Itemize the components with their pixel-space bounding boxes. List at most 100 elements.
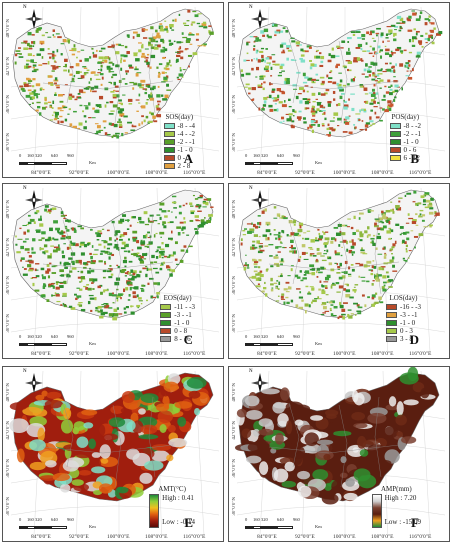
legend-label: -1 - 0 <box>177 146 193 154</box>
raster-cell <box>121 268 127 272</box>
raster-cell <box>392 34 395 37</box>
raster-cell <box>35 83 41 87</box>
raster-cell <box>171 230 173 234</box>
raster-cell <box>144 223 150 226</box>
raster-cell <box>61 94 65 96</box>
raster-cell <box>322 230 324 233</box>
raster-cell <box>311 287 315 291</box>
raster-cell <box>35 394 45 401</box>
raster-cell <box>55 281 59 284</box>
raster-cell <box>163 67 168 70</box>
raster-cell <box>274 103 277 105</box>
raster-cell <box>60 120 64 124</box>
raster-cell <box>355 47 361 49</box>
raster-cell <box>80 278 83 283</box>
raster-cell <box>267 56 272 60</box>
raster-cell <box>314 298 318 300</box>
raster-cell <box>55 33 60 35</box>
raster-cell <box>112 292 114 295</box>
raster-cell <box>104 270 108 272</box>
raster-cell <box>316 108 320 112</box>
raster-cell <box>273 108 279 112</box>
raster-cell <box>382 213 386 217</box>
raster-cell <box>83 105 88 107</box>
raster-cell <box>110 110 115 112</box>
raster-cell <box>31 96 35 100</box>
raster-cell <box>363 68 367 72</box>
raster-cell <box>100 83 103 86</box>
raster-cell <box>108 292 113 297</box>
scale-segment <box>35 526 51 529</box>
raster-cell <box>411 68 414 72</box>
longitude-tick: 116°0'0"E <box>409 534 432 540</box>
raster-cell <box>256 240 260 244</box>
raster-cell <box>162 46 166 49</box>
raster-cell <box>368 74 372 77</box>
raster-cell <box>341 232 346 236</box>
raster-cell <box>137 42 142 44</box>
raster-cell <box>340 47 344 49</box>
raster-cell <box>245 409 263 420</box>
raster-cell <box>284 246 287 249</box>
raster-cell <box>408 250 412 252</box>
raster-cell <box>281 480 297 488</box>
raster-cell <box>106 65 111 69</box>
raster-cell <box>94 110 98 113</box>
raster-cell <box>321 124 325 127</box>
raster-cell <box>49 119 54 121</box>
raster-cell <box>382 108 385 111</box>
legend-label: -1 - 0 <box>400 319 416 327</box>
legend-swatch <box>160 328 172 334</box>
raster-cell <box>304 432 319 446</box>
raster-cell <box>255 50 258 54</box>
raster-cell <box>312 299 317 303</box>
raster-cell <box>156 214 161 216</box>
raster-cell <box>73 44 76 48</box>
raster-cell <box>417 202 422 205</box>
raster-cell <box>366 265 371 267</box>
raster-cell <box>119 112 125 117</box>
scale-segment <box>261 162 277 165</box>
raster-cell <box>186 20 190 22</box>
raster-cell <box>284 461 295 472</box>
raster-cell <box>329 309 332 312</box>
raster-cell <box>33 89 37 92</box>
raster-cell <box>50 284 54 287</box>
raster-cell <box>274 256 279 259</box>
raster-cell <box>103 433 118 441</box>
raster-cell <box>39 475 58 481</box>
raster-cell <box>130 269 134 273</box>
raster-cell <box>268 243 274 246</box>
legend-label: -16 - -3 <box>400 303 421 311</box>
raster-cell <box>109 71 115 73</box>
raster-cell <box>312 255 317 257</box>
raster-cell <box>63 304 67 306</box>
raster-cell <box>333 430 352 437</box>
raster-cell <box>406 70 409 72</box>
raster-cell <box>327 103 331 107</box>
raster-cell <box>124 132 128 134</box>
raster-cell <box>419 209 424 212</box>
raster-cell <box>259 270 263 273</box>
scale-number: 160 <box>27 153 34 158</box>
raster-cell <box>81 91 86 94</box>
raster-cell <box>299 100 303 104</box>
raster-cell <box>312 115 316 117</box>
raster-cell <box>104 305 110 309</box>
raster-cell <box>374 111 377 115</box>
raster-cell <box>259 75 264 78</box>
raster-cell <box>42 276 47 280</box>
raster-cell <box>308 291 311 294</box>
raster-cell <box>328 53 331 57</box>
raster-cell <box>356 310 362 313</box>
raster-cell <box>129 81 134 84</box>
raster-cell <box>326 301 329 303</box>
raster-cell <box>209 216 212 221</box>
raster-cell <box>270 283 274 286</box>
raster-cell <box>346 283 349 287</box>
raster-cell <box>405 75 409 77</box>
raster-cell <box>140 393 159 403</box>
longitude-tick: 116°0'0"E <box>409 170 432 176</box>
raster-cell <box>324 483 332 491</box>
raster-cell <box>391 67 394 69</box>
